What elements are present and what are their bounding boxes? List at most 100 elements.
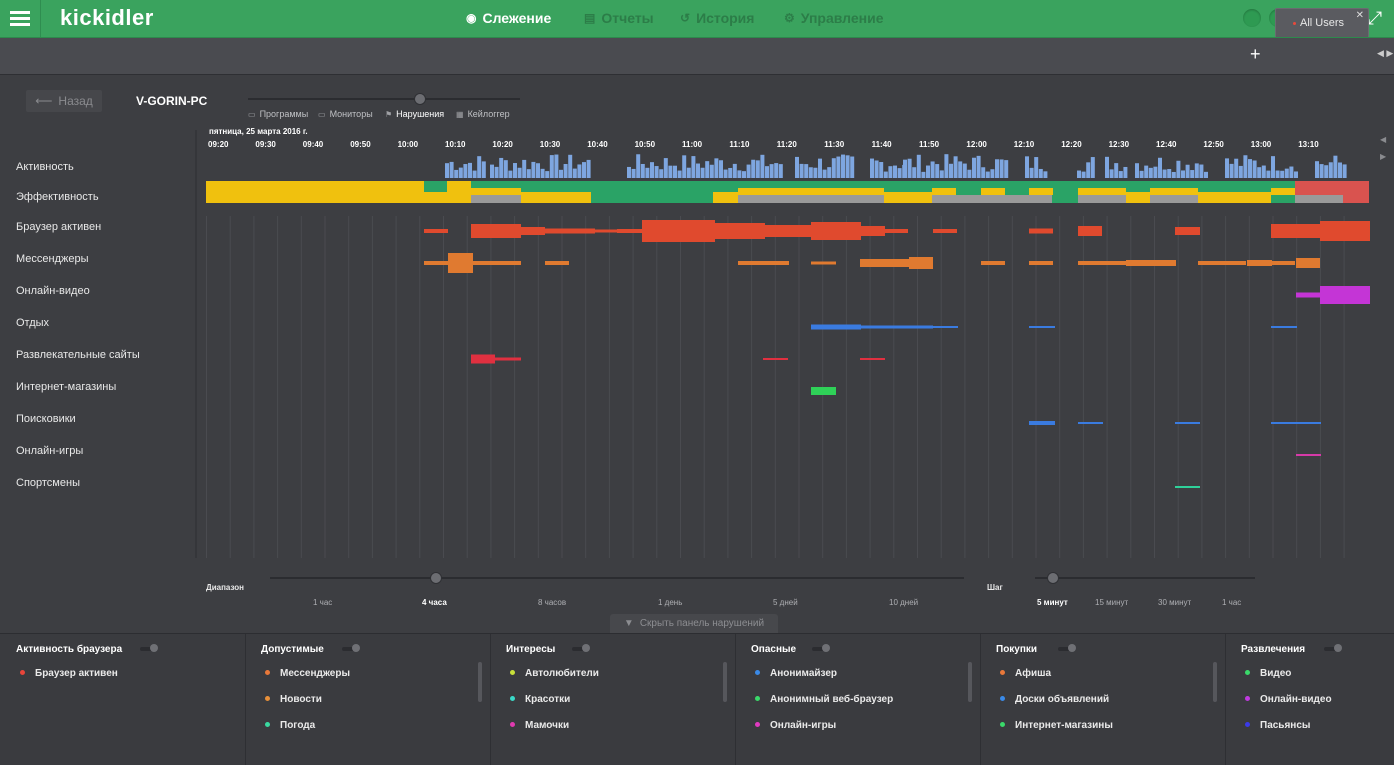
tab-all-users[interactable]: All Users ✕ xyxy=(1275,8,1369,37)
category-item[interactable]: Автолюбители xyxy=(510,668,599,679)
activity-bar xyxy=(1153,166,1158,178)
mode-slider-knob[interactable] xyxy=(414,93,426,105)
range-option[interactable]: 4 часа xyxy=(422,598,447,607)
category-toggle[interactable] xyxy=(812,644,830,652)
grid-line xyxy=(1059,216,1061,558)
scrollbar[interactable] xyxy=(723,662,727,702)
nav-tracking[interactable]: ◉ Слежение xyxy=(466,10,552,26)
step-slider[interactable] xyxy=(1035,577,1255,579)
violation-bar xyxy=(811,324,835,330)
step-option[interactable]: 5 минут xyxy=(1037,598,1068,607)
category-item[interactable]: Браузер активен xyxy=(20,668,118,679)
activity-bar xyxy=(490,164,494,178)
row-label: Эффективность xyxy=(16,191,99,203)
category-toggle[interactable] xyxy=(1058,644,1076,652)
range-option[interactable]: 10 дней xyxy=(889,598,919,607)
mode-monitors[interactable]: ▭ Мониторы xyxy=(318,109,373,119)
activity-bar xyxy=(774,163,779,178)
nav-management[interactable]: ⚙ Управление xyxy=(784,10,884,26)
category-toggle[interactable] xyxy=(342,644,360,652)
category-item[interactable]: Красотки xyxy=(510,694,570,705)
status-dot[interactable] xyxy=(1243,9,1261,27)
scrollbar[interactable] xyxy=(968,662,972,702)
time-tick: 11:50 xyxy=(919,140,940,149)
row-label: Онлайн-видео xyxy=(16,285,90,297)
activity-bar xyxy=(458,167,463,178)
nav-history[interactable]: ↺ История xyxy=(680,10,755,26)
activity-bar xyxy=(1004,160,1009,178)
grid-line xyxy=(324,216,326,558)
category-item[interactable]: Мессенджеры xyxy=(265,668,350,679)
activity-bar xyxy=(967,169,972,178)
arrow-down-icon[interactable]: ▶ xyxy=(1380,152,1387,161)
scrollbar[interactable] xyxy=(478,662,482,702)
timeline-scroll[interactable]: ◀ ▶ xyxy=(1380,130,1390,558)
step-option[interactable]: 30 минут xyxy=(1158,598,1192,607)
activity-bar xyxy=(1185,164,1190,178)
range-slider-knob[interactable] xyxy=(430,572,442,584)
grid-line xyxy=(988,216,990,558)
category-item[interactable]: Видео xyxy=(1245,668,1291,679)
grid-line xyxy=(1177,216,1179,558)
category-item[interactable]: Анонимный веб-браузер xyxy=(755,694,893,705)
category-toggle[interactable] xyxy=(572,644,590,652)
violation-bar xyxy=(1029,421,1055,425)
hide-violations-panel-button[interactable]: ▼ Скрыть панель нарушений xyxy=(610,614,778,633)
activity-bar xyxy=(1342,164,1347,178)
mode-programs[interactable]: ▭ Программы xyxy=(248,109,309,119)
category-item[interactable]: Пасьянсы xyxy=(1245,720,1310,731)
arrow-up-icon[interactable]: ◀ xyxy=(1380,135,1387,144)
category-item[interactable]: Интернет-магазины xyxy=(1000,720,1113,731)
grid-line xyxy=(727,216,729,558)
activity-bar xyxy=(976,155,981,178)
scrollbar[interactable] xyxy=(1213,662,1217,702)
row-label: Браузер активен xyxy=(16,221,102,233)
row-label: Отдых xyxy=(16,317,50,329)
nav-reports[interactable]: ▤ Отчеты xyxy=(584,10,654,26)
activity-bar xyxy=(1144,165,1149,178)
mode-keylogger[interactable]: ▦ Кейлоггер xyxy=(456,109,510,119)
range-slider[interactable] xyxy=(270,577,964,579)
efficiency-bar xyxy=(471,195,521,203)
range-option[interactable]: 1 день xyxy=(658,598,683,607)
category-item[interactable]: Анонимайзер xyxy=(755,668,837,679)
category-toggle[interactable] xyxy=(1324,644,1342,652)
color-dot-icon xyxy=(265,670,270,675)
mode-violations[interactable]: ⚑ Нарушения xyxy=(385,109,445,119)
mode-slider[interactable] xyxy=(248,98,520,100)
range-option[interactable]: 1 час xyxy=(313,598,333,607)
range-option[interactable]: 8 часов xyxy=(538,598,567,607)
violation-bar xyxy=(1296,258,1320,268)
activity-bar xyxy=(912,167,917,178)
menu-icon[interactable] xyxy=(0,0,41,37)
category-item[interactable]: Онлайн-игры xyxy=(755,720,836,731)
step-option[interactable]: 15 минут xyxy=(1095,598,1129,607)
violations-timeline-chart[interactable] xyxy=(195,130,1380,558)
step-option[interactable]: 1 час xyxy=(1222,598,1242,607)
category-toggle[interactable] xyxy=(140,644,158,652)
activity-bar xyxy=(981,167,986,178)
back-button[interactable]: ⟵ Назад xyxy=(26,90,102,112)
category-item[interactable]: Новости xyxy=(265,694,322,705)
activity-bar xyxy=(640,163,645,178)
category-item[interactable]: Онлайн-видео xyxy=(1245,694,1332,705)
close-icon[interactable]: ✕ xyxy=(1355,10,1364,21)
activity-bar xyxy=(1158,157,1162,178)
category-item[interactable]: Погода xyxy=(265,720,315,731)
tab-scroll-arrows-icon[interactable]: ◀ ▶ xyxy=(1377,48,1394,58)
folder-icon: ▭ xyxy=(248,109,256,119)
category-item[interactable]: Доски объявлений xyxy=(1000,694,1109,705)
activity-bar xyxy=(1139,170,1144,178)
category-item[interactable]: Афиша xyxy=(1000,668,1051,679)
range-option[interactable]: 5 дней xyxy=(773,598,798,607)
step-slider-knob[interactable] xyxy=(1047,572,1059,584)
category-item[interactable]: Мамочки xyxy=(510,720,569,731)
activity-bar xyxy=(836,156,841,178)
fullscreen-icon[interactable]: ⤢ xyxy=(1367,8,1383,28)
violation-bar xyxy=(811,387,836,395)
add-tab-button[interactable]: + xyxy=(1250,44,1261,64)
gear-icon: ⚙ xyxy=(784,11,795,25)
activity-bar xyxy=(1190,170,1195,178)
activity-bar xyxy=(1225,158,1229,178)
status-dot-icon xyxy=(1293,22,1296,25)
